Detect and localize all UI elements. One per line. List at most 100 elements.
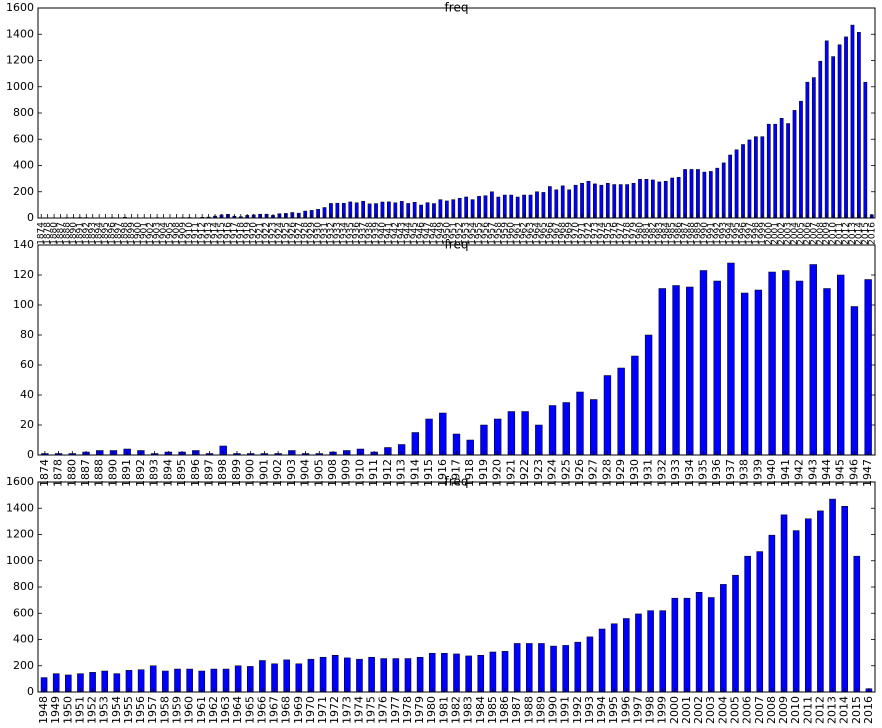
x-tick-label: 1894 [161, 459, 174, 487]
x-tick-label: 2014 [838, 696, 851, 724]
x-tick-label: 1926 [573, 459, 586, 487]
x-tick-label: 1874 [37, 222, 47, 245]
bar [651, 179, 655, 219]
bar [493, 418, 502, 456]
x-tick-label: 1984 [474, 696, 487, 724]
x-tick-label: 1903 [285, 459, 298, 487]
bar [535, 424, 543, 456]
chart-title: freq [445, 238, 469, 252]
x-tick-label: 1959 [171, 696, 184, 724]
x-tick-label: 1959 [500, 222, 510, 245]
x-tick-label: 1919 [243, 222, 253, 245]
y-tick-label: 400 [13, 159, 34, 172]
x-tick-label: 1918 [463, 459, 476, 487]
x-tick-label: 1950 [61, 696, 74, 724]
x-tick-label: 1932 [326, 222, 336, 245]
bar [805, 81, 810, 219]
x-tick-label: 1985 [668, 222, 678, 245]
x-tick-label: 2012 [842, 222, 852, 245]
x-tick-label: 1904 [159, 222, 169, 245]
x-tick-label: 1922 [518, 459, 531, 487]
y-tick-label: 60 [20, 358, 34, 371]
bar [404, 658, 412, 693]
x-tick-label: 1982 [450, 696, 463, 724]
x-tick-label: 1974 [597, 222, 607, 245]
x-tick-label: 1897 [114, 222, 124, 245]
x-tick-label: 1980 [635, 222, 645, 245]
bar [356, 658, 363, 693]
x-tick-label: 1915 [217, 222, 227, 245]
y-tick-label: 40 [20, 388, 34, 401]
y-tick-label: 1200 [6, 54, 34, 67]
bar [792, 110, 797, 219]
x-tick-label: 2001 [771, 222, 781, 245]
bar [477, 655, 485, 693]
x-tick-label: 1987 [510, 696, 523, 724]
x-tick-label: 1917 [450, 459, 463, 487]
bar [598, 628, 606, 693]
x-tick-label: 1988 [687, 222, 697, 245]
y-tick-label: 1000 [6, 554, 34, 567]
x-tick-label: 1897 [203, 459, 216, 487]
bar [696, 169, 700, 219]
x-tick-label: 1899 [127, 222, 137, 245]
x-tick-label: 1996 [739, 222, 749, 245]
x-tick-label: 1893 [88, 222, 98, 245]
x-tick-label: 1961 [513, 222, 523, 245]
x-tick-label: 1940 [378, 222, 388, 245]
y-tick-label: 100 [13, 298, 34, 311]
x-tick-label: 1990 [700, 222, 710, 245]
bar [720, 584, 727, 693]
x-tick-label: 1895 [101, 222, 111, 245]
x-tick-label: 1984 [661, 222, 671, 245]
x-tick-label: 1903 [153, 222, 163, 245]
x-tick-label: 1887 [79, 459, 92, 487]
x-tick-label: 1986 [498, 696, 511, 724]
bar [760, 136, 765, 219]
x-tick-label: 1978 [401, 696, 414, 724]
x-tick-label: 1922 [262, 222, 272, 245]
x-tick-label: 1940 [765, 459, 778, 487]
x-tick-label: 1902 [146, 222, 156, 245]
x-tick-label: 2002 [777, 222, 787, 245]
bar [489, 651, 497, 693]
x-tick-label: 1981 [642, 222, 652, 245]
x-tick-label: 2008 [765, 696, 778, 724]
axes-frame [37, 7, 876, 219]
x-tick-label: 2004 [716, 696, 729, 724]
x-tick-label: 1970 [571, 222, 581, 245]
y-tick-label: 600 [13, 132, 34, 145]
x-tick-label: 1880 [65, 459, 78, 487]
bar [817, 510, 824, 693]
bar [439, 412, 447, 456]
x-tick-label: 1943 [806, 459, 819, 487]
x-tick-label: 2005 [796, 222, 806, 245]
bar [441, 653, 448, 693]
x-tick-label: 1950 [442, 222, 452, 245]
x-tick-label: 1917 [230, 222, 240, 245]
bar [657, 181, 662, 219]
x-tick-label: 1898 [216, 459, 229, 487]
bar [574, 641, 582, 693]
bar [538, 643, 545, 693]
bar [526, 643, 533, 693]
x-tick-label: 2003 [784, 222, 794, 245]
bar [857, 32, 861, 219]
x-tick-label: 1895 [175, 459, 188, 487]
bar [672, 285, 680, 456]
chart-title: freq [445, 475, 469, 489]
y-tick-label: 1200 [6, 528, 34, 541]
x-tick-label: 1943 [397, 222, 407, 245]
bar [707, 597, 715, 693]
y-tick-label: 0 [27, 685, 34, 698]
x-tick-label: 1952 [86, 696, 99, 724]
x-tick-label: 1946 [417, 222, 427, 245]
bar [554, 189, 559, 219]
bar [453, 653, 460, 693]
bar [331, 655, 339, 693]
x-tick-label: 1931 [642, 459, 655, 487]
bar [818, 60, 823, 219]
x-tick-label: 2016 [867, 222, 877, 245]
x-tick-label: 1951 [449, 222, 459, 245]
x-tick-label: 1977 [616, 222, 626, 245]
